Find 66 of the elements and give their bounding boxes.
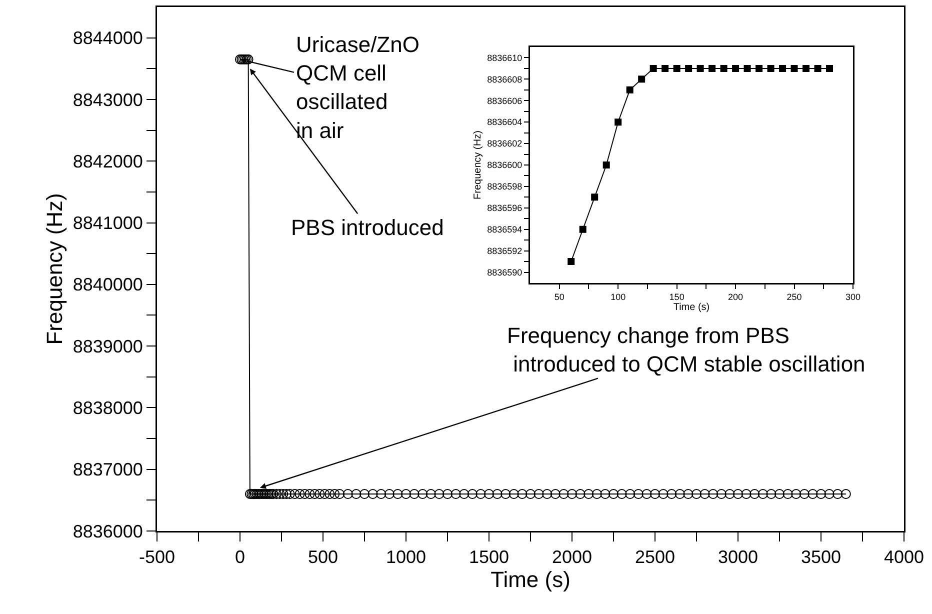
point — [720, 64, 728, 72]
y-tick-label: 8836000 — [72, 521, 143, 542]
y-tick-label: 8836602 — [487, 138, 522, 149]
annotation: Frequency change from PBS introduced to QCM stable oscillation — [507, 323, 866, 377]
x-tick-label: 1500 — [468, 547, 510, 568]
x-tick-label: 500 — [308, 547, 338, 568]
x-tick-label: 300 — [845, 292, 861, 302]
y-tick-label: 8836604 — [487, 117, 522, 128]
point — [767, 64, 774, 72]
point — [614, 118, 622, 126]
x-tick-label: 150 — [669, 292, 684, 302]
point — [744, 64, 751, 72]
y-tick-label: 8836608 — [487, 74, 522, 84]
y-axis-title: Frequency (Hz) — [42, 193, 67, 345]
annotation: PBS introduced — [291, 215, 444, 240]
x-tick-label: -500 — [138, 547, 176, 568]
y-tick-label: 8840000 — [72, 274, 143, 295]
y-tick-label: 8836600 — [487, 160, 522, 170]
y-tick-label: 8839000 — [72, 336, 143, 356]
point — [826, 64, 834, 72]
point — [790, 64, 798, 72]
x-tick-label: 50 — [554, 292, 564, 302]
point — [602, 162, 610, 168]
y-axis-title: Frequency (Hz) — [472, 130, 484, 200]
point — [779, 64, 786, 72]
point — [662, 64, 669, 72]
y-tick-label: 8844000 — [72, 28, 143, 48]
y-tick-label: 8836596 — [487, 203, 522, 214]
x-axis-title: Time (s) — [673, 302, 710, 313]
y-tick-label: 8843000 — [72, 90, 143, 110]
x-tick-label: 100 — [610, 292, 626, 302]
x-tick-label: 2500 — [634, 547, 676, 568]
point — [814, 64, 822, 72]
y-tick-label: 8836592 — [487, 246, 522, 256]
point — [696, 64, 704, 72]
point — [732, 64, 740, 72]
point — [568, 258, 575, 266]
y-tick-label: 8836594 — [487, 224, 522, 235]
x-tick-label: 0 — [234, 547, 246, 568]
point — [626, 86, 634, 94]
x-tick-label: 4000 — [884, 547, 924, 568]
y-tick-label: 8841000 — [72, 213, 143, 234]
x-tick-label: 2000 — [552, 547, 592, 568]
x-axis-title: Time (s) — [490, 567, 570, 592]
point — [650, 64, 657, 72]
point — [685, 64, 692, 72]
point — [638, 76, 646, 83]
point — [673, 64, 680, 72]
y-tick-label: 8842000 — [72, 151, 143, 172]
point — [756, 64, 763, 72]
y-tick-label: 8836606 — [487, 96, 522, 106]
y-tick-label: 8837000 — [72, 460, 143, 480]
y-tick-label: 8838000 — [72, 398, 143, 418]
point — [802, 64, 810, 72]
point — [579, 226, 586, 233]
point — [708, 64, 716, 72]
y-tick-label: 8836598 — [487, 182, 522, 192]
point — [591, 194, 598, 201]
annotation: Uricase/ZnO QCM cell oscillated in air — [296, 32, 420, 143]
x-tick-label: 3500 — [800, 547, 842, 568]
y-tick-label: 8836590 — [487, 267, 522, 278]
x-tick-label: 1000 — [386, 547, 426, 568]
x-tick-label: 200 — [728, 292, 744, 302]
x-tick-label: 3000 — [718, 547, 758, 568]
x-tick-label: 250 — [786, 292, 802, 302]
y-tick-label: 8836610 — [487, 52, 522, 63]
